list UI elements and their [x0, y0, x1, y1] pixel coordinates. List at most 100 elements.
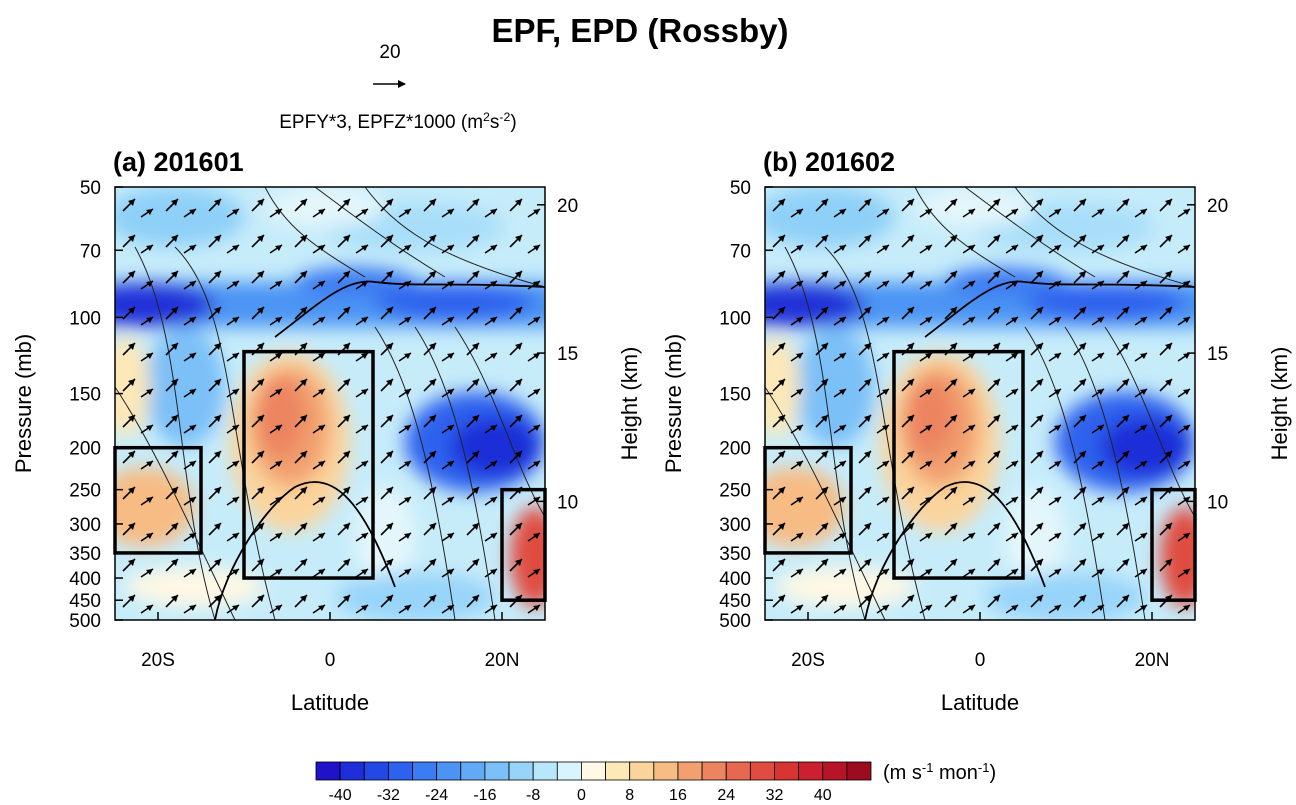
- colorbar-box: [774, 761, 800, 781]
- x-tick-label: 0: [975, 650, 986, 671]
- y2-tick-label: 20: [1207, 196, 1228, 217]
- y-axis-label: Pressure (mb): [11, 334, 36, 473]
- panel-title: (b) 201602: [763, 147, 895, 177]
- colorbar-tick-label: -32: [377, 787, 400, 804]
- colorbar-box: [822, 761, 848, 781]
- y-tick-label: 150: [719, 385, 751, 406]
- colorbar-box: [701, 761, 727, 781]
- y-tick-label: 100: [69, 308, 101, 329]
- x-axis-label: Latitude: [291, 690, 369, 715]
- contour-field: [75, 187, 565, 622]
- colorbar-box: [629, 761, 655, 781]
- y2-tick-label: 10: [557, 492, 578, 513]
- y-tick-label: 70: [730, 241, 751, 262]
- contour-field: [725, 187, 1215, 622]
- x-tick-label: 20N: [485, 650, 520, 671]
- y-tick-label: 250: [719, 481, 751, 502]
- y-tick-label: 500: [69, 611, 101, 632]
- colorbar-box: [436, 761, 462, 781]
- colorbar-tick-label: -40: [329, 787, 352, 804]
- colorbar-box: [508, 761, 534, 781]
- label-part: ): [510, 112, 516, 133]
- y-tick-label: 500: [719, 611, 751, 632]
- colorbar-tick-label: 8: [625, 787, 634, 804]
- colorbar-tick-label: 24: [717, 787, 735, 804]
- y-tick-label: 300: [69, 515, 101, 536]
- region-box: [500, 487, 547, 602]
- colorbar-box: [677, 761, 703, 781]
- region-box: [242, 349, 375, 580]
- y2-tick-label: 15: [557, 344, 578, 365]
- label-part: ): [989, 762, 996, 784]
- y-tick-label: 70: [80, 241, 101, 262]
- superscript: -1: [922, 760, 934, 775]
- colorbar-tick-label: 0: [577, 787, 586, 804]
- colorbar-box: [605, 761, 631, 781]
- y-tick-label: 350: [719, 544, 751, 565]
- colorbar-tick-label: 40: [814, 787, 832, 804]
- label-part: EPFY*3, EPFZ*1000 (m: [279, 112, 483, 133]
- colorbar-tick-label: 32: [766, 787, 784, 804]
- colorbar-box: [749, 761, 775, 781]
- colorbar-box: [460, 761, 486, 781]
- colorbar-tick-label: 16: [669, 787, 687, 804]
- label-part: (m s: [883, 762, 922, 784]
- y-tick-label: 200: [719, 439, 751, 460]
- colorbar-box: [556, 761, 582, 781]
- y-tick-label: 400: [719, 569, 751, 590]
- colorbar-box: [315, 761, 341, 781]
- colorbar-box: [412, 761, 438, 781]
- y-tick-label: 400: [69, 569, 101, 590]
- region-box: [113, 445, 203, 555]
- y-tick-label: 100: [719, 308, 751, 329]
- y-tick-label: 450: [719, 591, 751, 612]
- x-tick-label: 20N: [1135, 650, 1170, 671]
- y-tick-label: 50: [730, 178, 751, 199]
- y-axis-label: Pressure (mb): [661, 334, 686, 473]
- y2-axis-label: Height (km): [1267, 347, 1292, 461]
- x-tick-label: 20S: [791, 650, 825, 671]
- y-tick-label: 300: [719, 515, 751, 536]
- reference-vector-value: 20: [379, 42, 400, 63]
- x-tick-label: 0: [325, 650, 336, 671]
- colorbar-tick-label: -16: [473, 787, 496, 804]
- y-tick-label: 50: [80, 178, 101, 199]
- x-axis-label: Latitude: [941, 690, 1019, 715]
- reference-vector-label: EPFY*3, EPFZ*1000 (m2s-2): [279, 110, 516, 133]
- colorbar-box: [725, 761, 751, 781]
- colorbar-tick-label: -8: [526, 787, 540, 804]
- colorbar-box: [363, 761, 389, 781]
- y-tick-label: 450: [69, 591, 101, 612]
- label-part: mon: [933, 762, 977, 784]
- superscript: -1: [978, 760, 990, 775]
- y2-tick-label: 20: [557, 196, 578, 217]
- region-box: [892, 349, 1025, 580]
- colorbar-tick-label: -24: [425, 787, 448, 804]
- figure-title: EPF, EPD (Rossby): [491, 12, 788, 49]
- y2-tick-label: 10: [1207, 492, 1228, 513]
- y-tick-label: 250: [69, 481, 101, 502]
- colorbar-box: [798, 761, 824, 781]
- y-tick-label: 200: [69, 439, 101, 460]
- superscript: 2: [483, 110, 490, 124]
- colorbar-box: [387, 761, 413, 781]
- colorbar-box: [653, 761, 679, 781]
- y-tick-label: 150: [69, 385, 101, 406]
- region-box: [1150, 487, 1197, 602]
- superscript: -2: [499, 110, 510, 124]
- region-box: [763, 445, 853, 555]
- panel-title: (a) 201601: [113, 147, 244, 177]
- colorbar-box: [532, 761, 558, 781]
- colorbar-box: [846, 761, 872, 781]
- y2-tick-label: 15: [1207, 344, 1228, 365]
- colorbar-box: [581, 761, 606, 781]
- y-tick-label: 350: [69, 544, 101, 565]
- colorbar-units: (m s-1 mon-1): [883, 760, 996, 785]
- y2-axis-label: Height (km): [617, 347, 642, 461]
- label-part: s: [490, 112, 500, 133]
- colorbar-box: [484, 761, 510, 781]
- x-tick-label: 20S: [141, 650, 175, 671]
- colorbar-box: [339, 761, 365, 781]
